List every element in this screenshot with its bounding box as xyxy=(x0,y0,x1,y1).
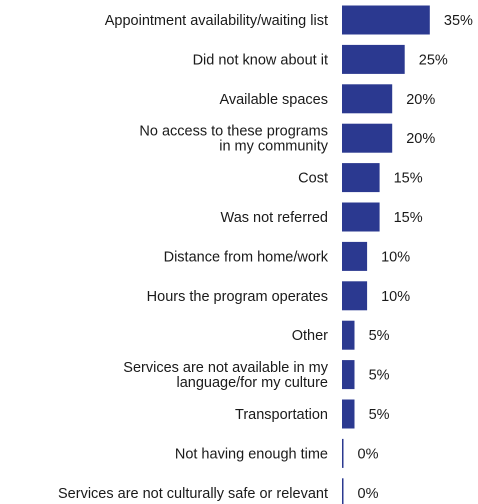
category-label-4: Cost xyxy=(298,171,328,187)
value-label-12: 0% xyxy=(358,486,379,502)
value-label-1: 25% xyxy=(419,52,448,68)
bar-1 xyxy=(342,44,405,74)
bar-5 xyxy=(342,202,380,232)
bar-7 xyxy=(342,281,368,311)
category-label-3: No access to these programs in my communi… xyxy=(139,124,328,155)
bar-8 xyxy=(342,320,355,350)
value-label-4: 15% xyxy=(394,171,423,187)
category-label-0: Appointment availability/waiting list xyxy=(105,13,328,29)
category-label-6: Distance from home/work xyxy=(164,249,329,265)
bar-6 xyxy=(342,241,368,271)
category-label-7: Hours the program operates xyxy=(147,289,328,305)
bar-11 xyxy=(342,438,344,468)
value-label-0: 35% xyxy=(444,13,473,29)
bar-3 xyxy=(342,123,393,153)
bar-9 xyxy=(342,360,355,390)
value-label-9: 5% xyxy=(369,368,390,384)
category-label-5: Was not referred xyxy=(221,210,328,226)
bar-12 xyxy=(342,478,344,504)
category-label-9: Services are not available in my language… xyxy=(123,360,328,391)
value-label-8: 5% xyxy=(369,328,390,344)
bar-2 xyxy=(342,84,393,114)
category-label-10: Transportation xyxy=(235,407,328,423)
value-label-7: 10% xyxy=(381,289,410,305)
labels-group: Appointment availability/waiting list 35%… xyxy=(58,13,473,502)
category-label-11: Not having enough time xyxy=(175,446,328,462)
category-label-2: Available spaces xyxy=(219,92,328,108)
value-label-10: 5% xyxy=(369,407,390,423)
category-label-8: Other xyxy=(292,328,328,344)
value-label-2: 20% xyxy=(406,92,435,108)
value-label-3: 20% xyxy=(406,131,435,147)
bar-4 xyxy=(342,163,380,193)
category-label-12: Services are not culturally safe or rele… xyxy=(58,486,328,502)
value-label-11: 0% xyxy=(358,446,379,462)
bars-group xyxy=(342,5,430,504)
bar-0 xyxy=(342,5,430,35)
category-label-1: Did not know about it xyxy=(193,52,328,68)
value-label-6: 10% xyxy=(381,249,410,265)
value-label-5: 15% xyxy=(394,210,423,226)
bar-10 xyxy=(342,399,355,429)
